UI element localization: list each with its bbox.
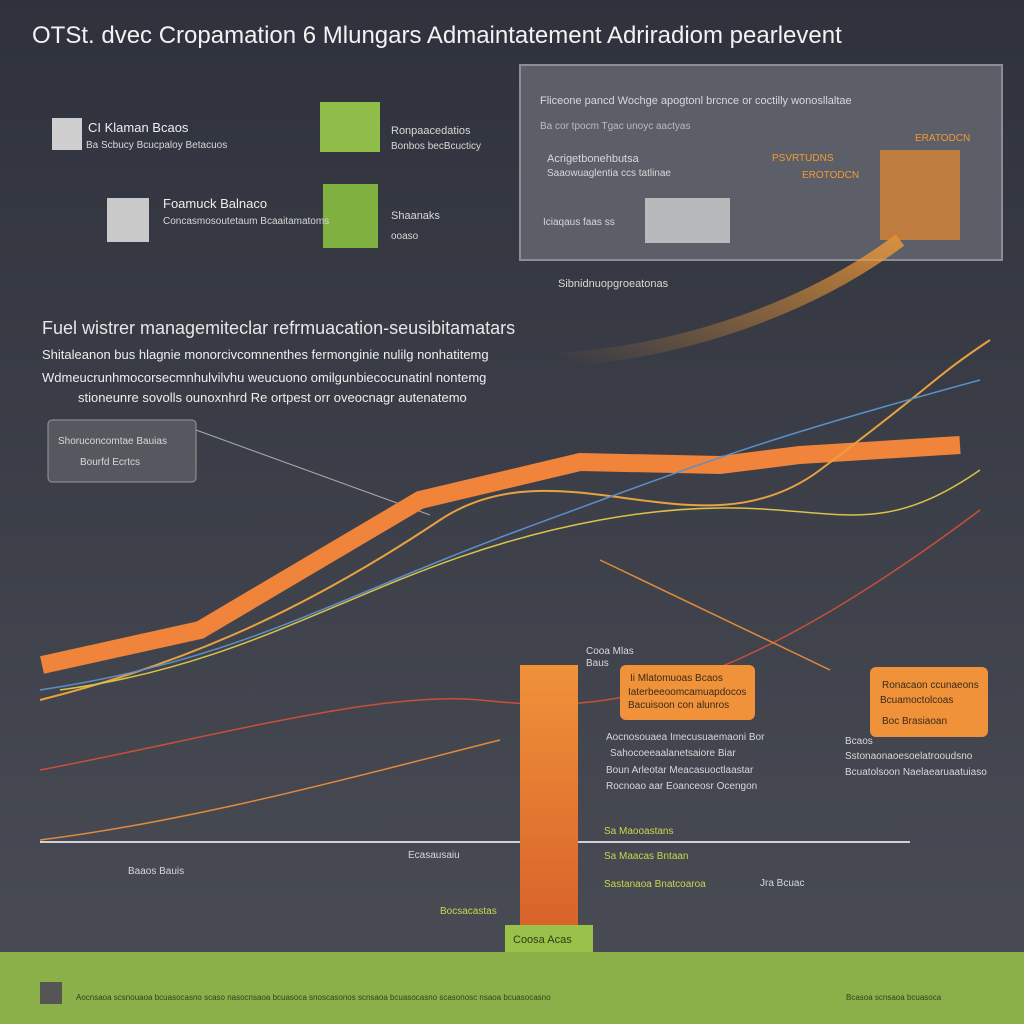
box-text: Bacuisoon con alunros [628, 700, 730, 711]
panel-sub: Ba cor tpocm Tgac unoyc aactyas [540, 121, 691, 132]
box-text: Ii Mlatomuoas Bcaos [630, 673, 723, 684]
list-item: Bcaos [845, 736, 873, 747]
card-sub: Bonbos becBcucticy [391, 141, 482, 152]
panel-orange: PSVRTUDNS [772, 153, 834, 164]
box-text: Bcuamoctolcoas [880, 695, 954, 706]
list-item: Aocnosouaea Imecusuaemaoni Bor [606, 732, 765, 743]
section-text: stioneunre sovolls ounoxnhrd Re ortpest … [78, 390, 467, 405]
list-item: Boun Arleotar Meacasuoctlaastar [606, 765, 754, 776]
panel-line: Iciaqaus faas ss [543, 217, 615, 228]
title: OTSt. dvec Cropamation 6 Mlungars Admain… [32, 22, 842, 49]
green-label: Sastanaoa Bnatcoaroa [604, 879, 706, 890]
card-sub: ooaso [391, 231, 419, 242]
axis-label: Jra Bcuac [760, 878, 805, 889]
list-item: Sstonaonaoesoelatrooudsno [845, 751, 973, 762]
panel-orange: ERATODCN [915, 133, 971, 144]
box-text: Boc Brasiaoan [882, 716, 948, 727]
axis-label: Baaos Bauis [128, 866, 185, 877]
panel-line: Acrigetbonehbutsa [547, 153, 639, 165]
card-sub: Concasmosoutetaum Bcaaitamatoms [163, 216, 330, 227]
section-text: Wdmeucrunhmocorsecmnhulvilvhu weucuono o… [42, 370, 487, 385]
card-label: CI Klaman Bcaos [88, 120, 189, 135]
axis-label: Ecasausaiu [408, 850, 460, 861]
card-label: Foamuck Balnaco [163, 196, 268, 211]
footer-right: Bcasoa scnsaoa bcuasoca [846, 993, 942, 1002]
callout-label: Shoruconcomtae Bauias [58, 436, 167, 447]
green-label: Bocsacastas [440, 906, 497, 917]
card-label: Ronpaacedatios [391, 125, 471, 137]
note: Baus [586, 658, 609, 669]
panel-line: Saaowuaglentia ccs tatlinae [547, 168, 671, 179]
box-text: Ronacaon ccunaeons [882, 680, 979, 691]
box-text: Iaterbeeoomcamuapdocos [628, 687, 747, 698]
callout-sub: Bourfd Ecrtcs [80, 457, 141, 468]
list-item: Bcuatolsoon Naelaearuaatuiaso [845, 767, 987, 778]
panel-orange: EROTODCN [802, 170, 860, 181]
panel-heading: Fliceone pancd Wochge apogtonl brcnce or… [540, 95, 852, 107]
section-text: Shitaleanon bus hlagnie monorcivcomnenth… [42, 347, 489, 362]
badge: Coosa Acas [513, 934, 572, 946]
note: Cooa Mlas [586, 646, 634, 657]
card-label: Shaanaks [391, 210, 440, 222]
section-heading: Fuel wistrer managemiteclar refrmuacatio… [42, 318, 516, 338]
list-item: Rocnoao aar Eoanceosr Ocengon [606, 781, 758, 792]
card-sub: Ba Scbucy Bcucpaloy Betacuos [86, 140, 228, 151]
green-label: Sa Maooastans [604, 826, 674, 837]
list-item: Sahocoeeaalanetsaiore Biar [610, 748, 736, 759]
panel-caption: Sibnidnuopgroeatonas [558, 278, 669, 290]
footer-left: Aocnsaoa scsnouaoa bcuasocasno scaso nas… [76, 993, 551, 1002]
green-label: Sa Maacas Bntaan [604, 851, 689, 862]
